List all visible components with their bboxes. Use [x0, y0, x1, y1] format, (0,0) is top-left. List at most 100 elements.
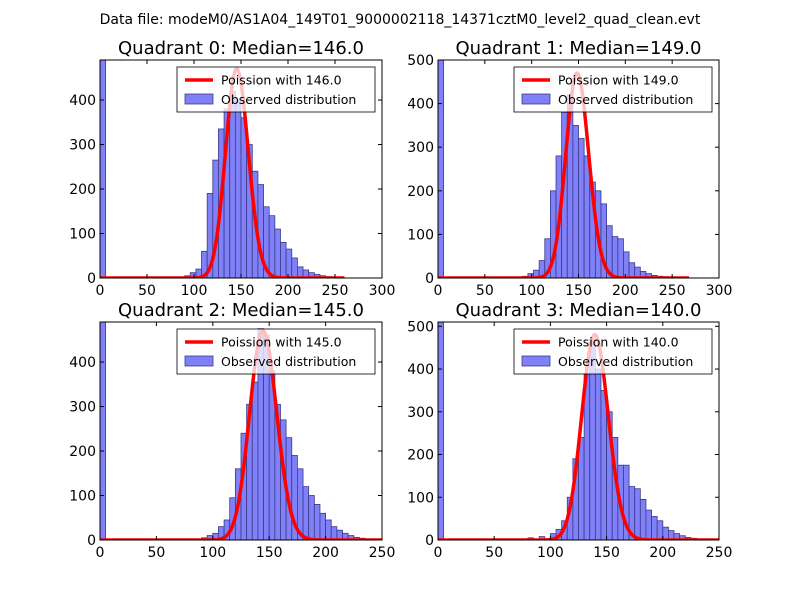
histogram-bar [268, 215, 276, 278]
y-tick-label: 500 [407, 319, 434, 335]
histogram-bar [656, 520, 664, 540]
histogram-bar [583, 155, 591, 278]
y-tick-label: 0 [425, 533, 434, 549]
y-tick-label: 0 [87, 533, 96, 549]
histogram-bar [651, 516, 658, 540]
y-tick-label: 400 [407, 362, 434, 378]
histogram-bar [325, 519, 332, 540]
histogram-bar [600, 389, 607, 540]
y-tick-label: 100 [69, 227, 96, 243]
y-tick-label: 400 [69, 93, 96, 109]
histogram-bar [634, 488, 641, 540]
histogram-bar [623, 251, 630, 278]
y-tick-label: 0 [87, 271, 96, 287]
histogram-bar [639, 498, 647, 540]
y-tick-label: 200 [69, 444, 96, 460]
x-tick-label: 200 [312, 545, 339, 561]
histogram-bar [330, 526, 338, 540]
histogram-bar [100, 60, 107, 278]
x-tick-label: 50 [476, 283, 494, 299]
x-tick-label: 250 [706, 545, 733, 561]
y-tick-label: 100 [407, 490, 434, 506]
legend-poisson-label: Poission with 146.0 [221, 73, 342, 88]
x-tick-label: 150 [565, 283, 592, 299]
legend: Poission with 140.0 Observed distribution [513, 328, 713, 375]
quadrant-panels: Quadrant 0: Median=146.0 0 50 100 150 200 250 3… [69, 38, 732, 561]
subplot-title: Quadrant 3: Median=140.0 [456, 300, 702, 321]
histogram-bar [594, 368, 602, 540]
subplot-2: Quadrant 2: Median=145.0 0 50 100 150 200 250 0… [69, 300, 395, 561]
histogram-bar [578, 138, 585, 278]
histogram-bar [319, 512, 326, 540]
histogram-bar [611, 236, 619, 278]
subplot-0: Quadrant 0: Median=146.0 0 50 100 150 200 250 3… [69, 38, 395, 299]
x-tick-label: 0 [434, 283, 443, 299]
x-tick-label: 300 [369, 283, 396, 299]
y-tick-label: 200 [69, 182, 96, 198]
x-tick-label: 50 [485, 545, 503, 561]
legend: Poission with 145.0 Observed distribution [176, 328, 376, 375]
axes-frame [437, 321, 720, 541]
subplot-3: Quadrant 3: Median=140.0 0 50 100 150 200 250 0… [407, 300, 732, 561]
legend-hist-swatch [521, 93, 551, 105]
histogram-bar [234, 99, 242, 278]
legend-poisson-label: Poission with 149.0 [558, 73, 679, 88]
poisson-curve [100, 329, 382, 540]
y-tick-label: 300 [69, 400, 96, 416]
x-tick-label: 250 [659, 283, 686, 299]
legend-hist-label: Observed distribution [558, 92, 693, 107]
histogram-bar [291, 257, 298, 278]
y-tick-label: 500 [407, 53, 434, 69]
y-tick-label: 100 [69, 489, 96, 505]
x-tick-label: 100 [518, 283, 545, 299]
histogram-bar [274, 228, 281, 278]
x-tick-label: 100 [181, 283, 208, 299]
histogram-bar [617, 238, 624, 278]
x-tick-label: 250 [322, 283, 349, 299]
legend: Poission with 146.0 Observed distribution [176, 66, 376, 113]
histogram-bar [438, 60, 445, 278]
subplot-title: Quadrant 0: Median=146.0 [118, 38, 364, 59]
legend-hist-label: Observed distribution [558, 354, 693, 369]
x-tick-label: 100 [537, 545, 564, 561]
subplot-title: Quadrant 1: Median=149.0 [456, 38, 702, 59]
histogram-bar [100, 322, 107, 540]
legend-frame [513, 328, 713, 375]
legend-hist-label: Observed distribution [221, 354, 356, 369]
plot-area [100, 322, 382, 540]
x-tick-label: 250 [369, 545, 396, 561]
x-tick-label: 200 [275, 283, 302, 299]
histogram-bar [308, 495, 315, 540]
legend-hist-swatch [184, 355, 214, 367]
y-tick-label: 400 [69, 355, 96, 371]
x-tick-label: 150 [256, 545, 283, 561]
subplot-title: Quadrant 2: Median=145.0 [118, 300, 364, 321]
histogram-bar [285, 248, 293, 278]
y-tick-label: 200 [407, 184, 434, 200]
poisson-curve [438, 333, 719, 540]
legend-hist-swatch [521, 355, 551, 367]
poisson-curve [100, 67, 346, 278]
histogram-bar [662, 526, 669, 540]
x-tick-label: 0 [96, 283, 105, 299]
x-tick-label: 0 [434, 545, 443, 561]
x-tick-label: 0 [96, 545, 105, 561]
legend-poisson-label: Poission with 140.0 [558, 335, 679, 350]
legend: Poission with 149.0 Observed distribution [513, 66, 713, 113]
figure-suptitle: Data file: modeM0/AS1A04_149T01_90000021… [100, 12, 701, 28]
y-tick-label: 0 [425, 271, 434, 287]
x-tick-label: 200 [612, 283, 639, 299]
legend-poisson-label: Poission with 145.0 [221, 335, 342, 350]
x-tick-label: 50 [147, 545, 165, 561]
histogram-bar [438, 322, 445, 540]
y-tick-label: 100 [407, 227, 434, 243]
x-tick-label: 150 [593, 545, 620, 561]
histogram-bar [302, 486, 310, 540]
x-tick-label: 150 [228, 283, 255, 299]
histogram-bar [313, 504, 321, 540]
y-tick-label: 300 [407, 140, 434, 156]
poisson-curve [438, 71, 690, 278]
histogram-bar [251, 381, 259, 540]
histogram-bar [280, 242, 287, 278]
